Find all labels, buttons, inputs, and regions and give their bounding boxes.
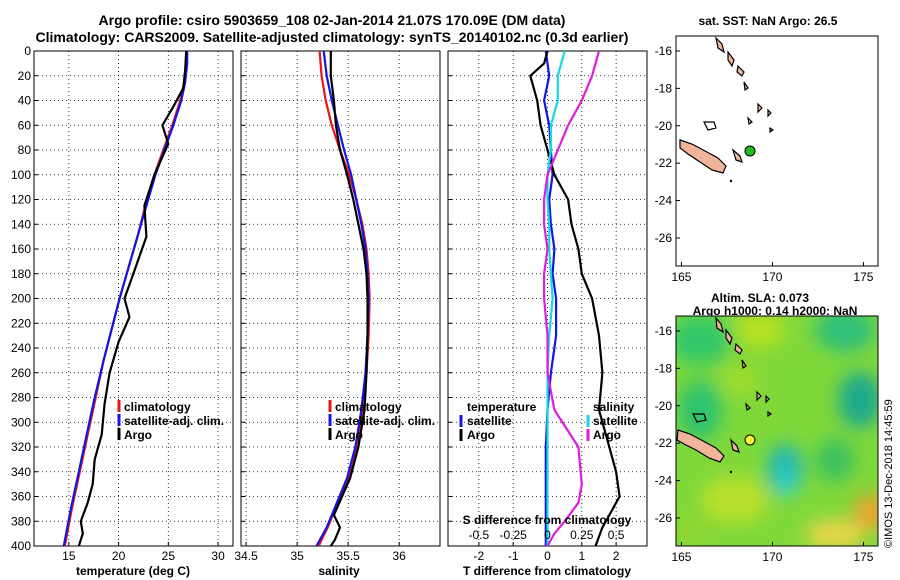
y-tick-label: 340 (11, 465, 31, 479)
x-tick-label: 30 (211, 549, 225, 563)
lon-tick-label: 170 (762, 270, 782, 284)
salinity-panel: 34.5 35 35.5 36 salinity climatology satell… (234, 50, 441, 578)
argo-position-marker (744, 434, 756, 446)
y-tick-label: 140 (11, 217, 31, 231)
x-tick-label: 1 (578, 549, 585, 563)
y-tick-label: 220 (11, 316, 31, 330)
legend-climatology: climatology (124, 400, 191, 414)
y-tick-label: 400 (11, 539, 31, 553)
legend-climatology: climatology (335, 400, 402, 414)
x-tick-label: 20 (112, 549, 126, 563)
sst-map-title: sat. SST: NaN Argo: 26.5 (699, 14, 838, 28)
s-diff-tick-label: 0 (544, 528, 551, 542)
lon-tick-label: 165 (671, 550, 691, 564)
x-tick-label: 34.5 (234, 549, 258, 563)
lon-tick-label: 170 (762, 550, 782, 564)
lat-tick-label: -22 (655, 436, 673, 450)
altim-map-title-1: Altim. SLA: 0.073 (711, 291, 809, 305)
y-tick-label: 0 (24, 44, 31, 58)
y-tick-label: 120 (11, 193, 31, 207)
y-tick-label: 300 (11, 415, 31, 429)
altimetry-map: Altim. SLA: 0.073 Argo h1000: 0.14 h2000… (655, 291, 879, 564)
y-tick-label: 180 (11, 267, 31, 281)
series-line-satellite-adj-clim- (62, 51, 189, 546)
x-tick-label: 2 (613, 549, 620, 563)
y-tick-label: 380 (11, 514, 31, 528)
x-tick-label: -1 (508, 549, 519, 563)
y-tick-label: 360 (11, 490, 31, 504)
x-tick-label: 25 (162, 549, 176, 563)
series-line-t-argo (529, 51, 621, 546)
series-line-argo (329, 51, 369, 546)
y-tick-label: 60 (18, 118, 32, 132)
x-tick-label: 35.5 (336, 549, 360, 563)
y-tick-label: 240 (11, 341, 31, 355)
x-tick-label: 15 (62, 549, 76, 563)
lat-tick-label: -20 (655, 119, 673, 133)
y-tick-label: 280 (11, 391, 31, 405)
s-diff-tick-label: 0.5 (608, 528, 625, 542)
y-tick-label: 20 (18, 69, 32, 83)
y-tick-label: 80 (18, 143, 32, 157)
legend-argo: Argo (335, 428, 363, 442)
y-tick-label: 100 (11, 168, 31, 182)
lat-tick-label: -20 (655, 399, 673, 413)
sst-location-map: sat. SST: NaN Argo: 26.5 165 170 175 -16 -18… (655, 14, 879, 284)
legend-satellite: satellite-adj. clim. (335, 414, 435, 428)
s-difference-label: S difference from climatology (463, 513, 632, 527)
legend-salinity: salinity (593, 400, 635, 414)
figure-title-line1: Argo profile: csiro 5903659_108 02-Jan-2… (99, 12, 566, 28)
x-tick-label: -2 (474, 549, 485, 563)
series-line-s-satellite (546, 51, 566, 546)
difference-legend: temperature satellite Argo salinity sate… (459, 400, 638, 442)
s-diff-tick-label: -0.5 (469, 528, 490, 542)
coastline (676, 316, 773, 463)
series-line-s-argo (542, 51, 601, 546)
x-tick-label: 0 (544, 549, 551, 563)
altim-map-title-2: Argo h1000: 0.14 h2000: NaN (693, 304, 858, 318)
t-difference-xlabel: T difference from climatology (463, 564, 631, 578)
y-tick-label: 320 (11, 440, 31, 454)
lat-tick-label: -24 (655, 194, 673, 208)
temperature-panel: 0 20 40 60 80 100 120 140 160 180 200 220 240 260 280 3… (11, 44, 234, 578)
difference-panel: -2 -1 0 1 2 -0.5 -0.25 0 0.25 0.5 S difference f… (447, 50, 648, 578)
legend-temperature: temperature (467, 400, 537, 414)
legend-t-argo: Argo (467, 428, 495, 442)
lat-tick-label: -26 (655, 511, 673, 525)
lon-tick-label: 165 (671, 270, 691, 284)
legend-argo: Argo (124, 428, 152, 442)
lat-tick-label: -24 (655, 474, 673, 488)
coastline (679, 36, 775, 174)
temperature-xlabel: temperature (deg C) (76, 564, 190, 578)
s-diff-tick-label: 0.25 (570, 528, 594, 542)
legend-s-satellite: satellite (593, 414, 638, 428)
argo-position-marker (744, 145, 756, 157)
y-tick-label: 160 (11, 242, 31, 256)
temperature-legend: climatology satellite-adj. clim. Argo (117, 400, 224, 442)
salinity-legend: climatology satellite-adj. clim. Argo (328, 400, 435, 442)
lat-tick-label: -16 (655, 324, 673, 338)
legend-s-argo: Argo (593, 428, 621, 442)
lat-tick-label: -26 (655, 231, 673, 245)
y-tick-label: 260 (11, 366, 31, 380)
legend-satellite: satellite-adj. clim. (124, 414, 224, 428)
lat-tick-label: -18 (655, 361, 673, 375)
imos-timestamp: ©IMOS 13-Dec-2018 14:45:59 (883, 399, 895, 548)
x-tick-label: 36 (392, 549, 406, 563)
lat-tick-label: -18 (655, 81, 673, 95)
series-line-t-satellite (542, 51, 558, 546)
salinity-xlabel: salinity (318, 564, 360, 578)
lon-tick-label: 175 (853, 550, 873, 564)
s-diff-tick-label: -0.25 (500, 528, 528, 542)
lat-tick-label: -22 (655, 156, 673, 170)
x-tick-label: 35 (290, 549, 304, 563)
lon-tick-label: 175 (853, 270, 873, 284)
y-tick-label: 200 (11, 292, 31, 306)
series-line-argo (77, 51, 188, 546)
lat-tick-label: -16 (655, 44, 673, 58)
legend-t-satellite: satellite (467, 414, 512, 428)
figure-title-line2: Climatology: CARS2009. Satellite-adjuste… (36, 29, 629, 45)
y-tick-label: 40 (18, 94, 32, 108)
